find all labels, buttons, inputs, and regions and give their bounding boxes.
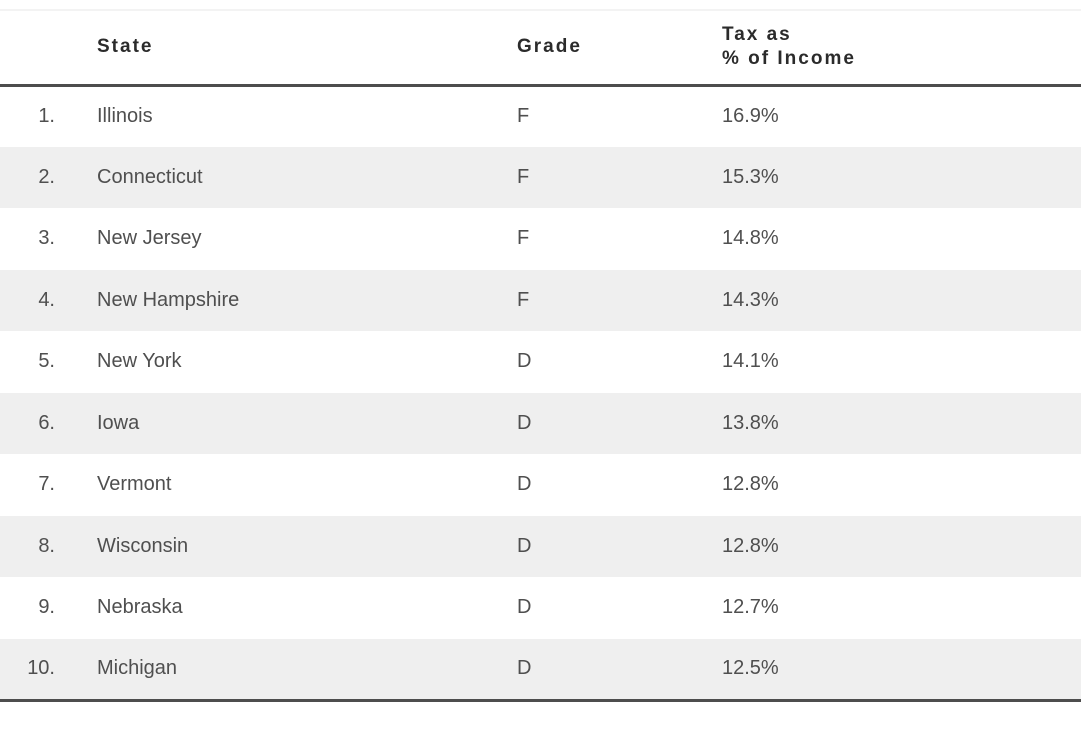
table-row: 2. Connecticut F 15.3% [0, 146, 1081, 208]
table-row: 10. Michigan D 12.5% [0, 638, 1081, 702]
state-cell: New Hampshire [97, 288, 240, 311]
rank-cell: 5. [38, 350, 55, 373]
table-row: 9. Nebraska D 12.7% [0, 577, 1081, 639]
rank-cell: 4. [38, 288, 55, 311]
state-cell: Connecticut [97, 165, 203, 188]
table-row: 3. New Jersey F 14.8% [0, 208, 1081, 270]
state-tax-burden-table: State Grade Tax as % of Income 1. Illino… [0, 11, 1081, 702]
header-row: State Grade Tax as % of Income [0, 11, 1081, 87]
tax-cell: 14.1% [722, 350, 779, 373]
table-row: 1. Illinois F 16.9% [0, 85, 1081, 147]
state-cell: Wisconsin [97, 534, 189, 557]
table-row: 7. Vermont D 12.8% [0, 454, 1081, 516]
table-body: 1. Illinois F 16.9% 2. Connecticut F 15.… [0, 85, 1081, 702]
grade-cell: F [517, 105, 530, 127]
rank-cell: 1. [38, 105, 55, 127]
rank-cell: 2. [38, 165, 55, 188]
tax-cell: 14.8% [722, 227, 779, 250]
grade-cell: F [517, 165, 530, 188]
faint-top-rule [0, 9, 1081, 11]
rank-cell: 3. [38, 227, 55, 250]
grade-cell: F [517, 288, 530, 311]
rank-cell: 8. [38, 534, 55, 557]
table-row: 4. New Hampshire F 14.3% [0, 269, 1081, 331]
grade-cell: D [475, 638, 680, 702]
tax-cell: 16.9% [722, 105, 779, 127]
grade-cell: F [517, 227, 530, 250]
column-header-tax-as-pct-of-income: Tax as % of Income [680, 11, 1081, 87]
table-row: 6. Iowa D 13.8% [0, 392, 1081, 454]
tax-cell: 12.7% [722, 596, 779, 619]
grade-cell: D [517, 534, 532, 557]
rank-cell: 7. [38, 473, 55, 496]
tax-cell: 13.8% [722, 411, 779, 434]
state-cell: Iowa [97, 411, 140, 434]
state-cell: New Jersey [97, 227, 202, 250]
grade-cell: D [517, 350, 532, 373]
state-cell: New York [97, 350, 182, 373]
tax-cell: 14.3% [722, 288, 779, 311]
tax-cell: 12.5% [680, 638, 1081, 702]
state-cell: Illinois [97, 105, 153, 127]
column-header-rank [0, 11, 55, 87]
tax-cell: 12.8% [722, 473, 779, 496]
column-header-grade: Grade [475, 11, 680, 87]
state-cell: Nebraska [97, 596, 183, 619]
rank-cell: 6. [38, 411, 55, 434]
table-row: 5. New York D 14.1% [0, 331, 1081, 393]
grade-cell: D [517, 596, 532, 619]
state-cell: Michigan [55, 638, 475, 702]
rank-cell: 9. [38, 596, 55, 619]
table-row: 8. Wisconsin D 12.8% [0, 515, 1081, 577]
tax-cell: 15.3% [722, 165, 779, 188]
rank-cell: 10. [0, 638, 55, 702]
grade-cell: D [517, 411, 532, 434]
column-header-state: State [55, 11, 475, 87]
tax-cell: 12.8% [722, 534, 779, 557]
table-header: State Grade Tax as % of Income [0, 11, 1081, 87]
grade-cell: D [517, 473, 532, 496]
state-cell: Vermont [97, 473, 172, 496]
